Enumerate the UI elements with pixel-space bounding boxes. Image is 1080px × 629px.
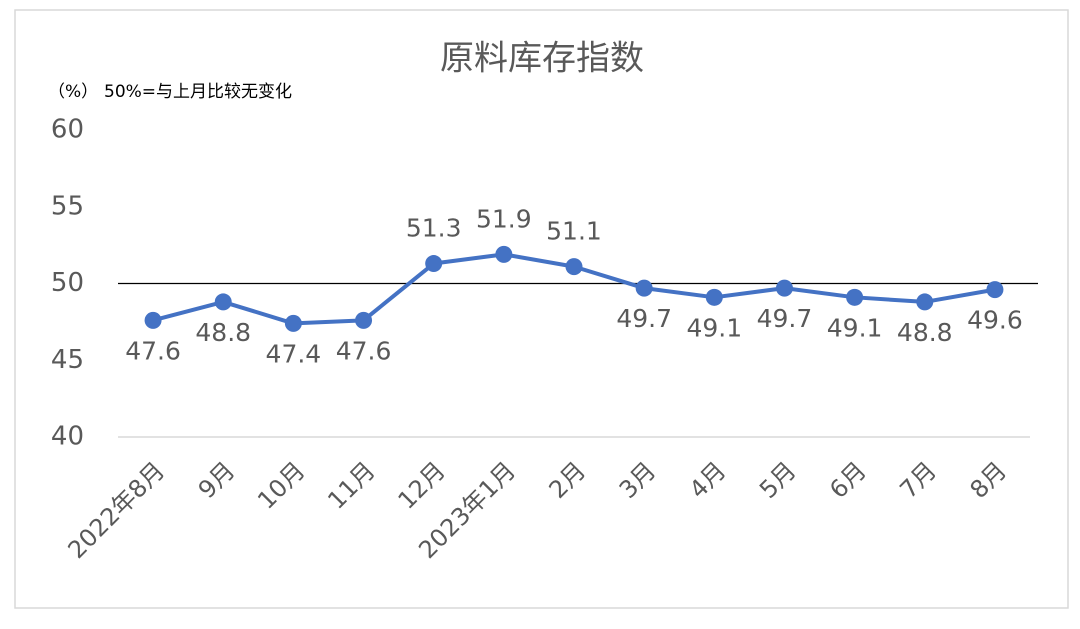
data-point [284,314,302,332]
data-point [635,279,653,297]
y-tick-label: 60 [51,115,84,145]
data-point [986,281,1004,299]
data-label: 47.6 [125,336,181,365]
data-label: 51.3 [406,214,462,243]
y-axis-label: （%） [48,82,98,102]
data-label: 48.8 [195,318,251,347]
data-point [495,245,513,263]
data-label: 47.6 [336,336,392,365]
data-label: 49.1 [827,313,883,342]
chart-title: 原料库存指数 [440,39,644,79]
y-tick-label: 55 [51,191,84,221]
data-point [214,293,232,311]
y-tick-label: 50 [51,268,84,298]
data-point [916,293,934,311]
data-label: 51.9 [476,204,532,233]
data-point [355,311,373,329]
data-point [565,258,583,276]
data-point [144,311,162,329]
y-tick-label: 40 [51,422,84,452]
data-label: 49.7 [757,304,813,333]
data-point [846,288,864,306]
data-label: 51.1 [546,217,602,246]
data-label: 49.6 [967,306,1023,335]
data-point [705,288,723,306]
data-label: 47.4 [266,339,322,368]
data-point [775,279,793,297]
data-label: 48.8 [897,318,953,347]
data-point [425,255,443,273]
note: 50%=与上月比较无变化 [104,82,292,102]
data-label: 49.7 [616,304,672,333]
data-label: 49.1 [686,313,742,342]
y-tick-label: 45 [51,345,84,375]
